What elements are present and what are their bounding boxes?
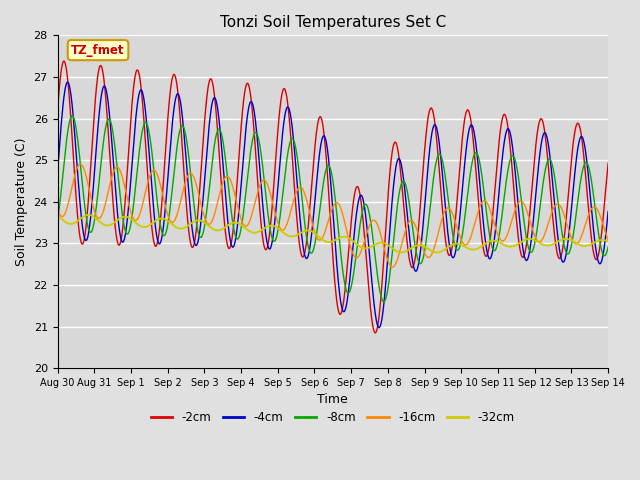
-16cm <box>388 264 396 270</box>
-8cm <box>604 244 612 250</box>
Line: -32cm: -32cm <box>58 215 608 252</box>
-32cm <box>572 240 579 245</box>
-4cm <box>375 325 383 331</box>
-32cm <box>604 239 612 244</box>
-2cm <box>207 76 215 82</box>
X-axis label: Time: Time <box>317 394 348 407</box>
-2cm <box>361 238 369 243</box>
-2cm <box>493 159 501 165</box>
-32cm <box>84 212 92 218</box>
-2cm <box>604 160 612 166</box>
Line: -16cm: -16cm <box>58 164 608 267</box>
Y-axis label: Soil Temperature (C): Soil Temperature (C) <box>15 137 28 266</box>
-16cm <box>556 203 564 208</box>
-4cm <box>54 169 61 175</box>
-4cm <box>572 166 579 172</box>
-4cm <box>349 245 356 251</box>
-8cm <box>54 217 61 223</box>
-16cm <box>361 237 369 242</box>
-32cm <box>361 245 369 251</box>
-8cm <box>556 215 564 220</box>
Line: -4cm: -4cm <box>58 82 608 328</box>
-4cm <box>493 210 501 216</box>
-4cm <box>361 206 369 212</box>
-4cm <box>63 79 71 85</box>
-8cm <box>349 276 356 281</box>
-32cm <box>54 213 61 218</box>
-16cm <box>349 251 356 256</box>
-2cm <box>572 127 579 132</box>
Legend: -2cm, -4cm, -8cm, -16cm, -32cm: -2cm, -4cm, -8cm, -16cm, -32cm <box>146 407 520 429</box>
-16cm <box>77 161 84 167</box>
-32cm <box>349 238 356 244</box>
-8cm <box>207 167 215 172</box>
-4cm <box>604 209 612 215</box>
-16cm <box>207 219 215 225</box>
-2cm <box>371 330 379 336</box>
Text: TZ_fmet: TZ_fmet <box>71 44 125 57</box>
-32cm <box>433 250 441 255</box>
-8cm <box>361 202 369 208</box>
-16cm <box>54 205 61 211</box>
-4cm <box>556 250 564 255</box>
-32cm <box>556 238 564 243</box>
-8cm <box>68 113 76 119</box>
-4cm <box>207 105 215 111</box>
Title: Tonzi Soil Temperatures Set C: Tonzi Soil Temperatures Set C <box>220 15 446 30</box>
-32cm <box>207 225 215 231</box>
-16cm <box>493 230 501 236</box>
-16cm <box>572 240 579 246</box>
-2cm <box>54 108 61 113</box>
-2cm <box>349 204 356 209</box>
-8cm <box>493 242 501 248</box>
-8cm <box>572 218 579 224</box>
-2cm <box>556 255 564 261</box>
-2cm <box>60 58 68 64</box>
-8cm <box>380 299 388 305</box>
-32cm <box>493 239 501 244</box>
Line: -2cm: -2cm <box>58 61 608 333</box>
Line: -8cm: -8cm <box>58 116 608 302</box>
-16cm <box>604 237 612 243</box>
